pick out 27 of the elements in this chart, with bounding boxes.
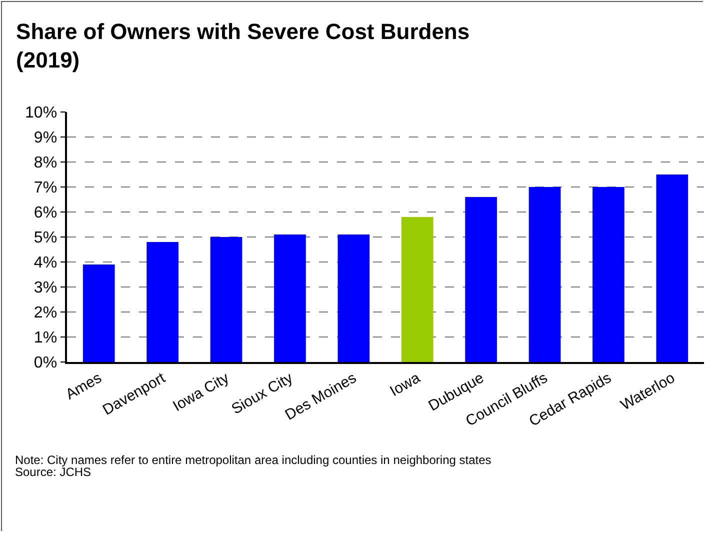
y-tick-label: 6%	[34, 204, 58, 222]
x-tick-label: Iowa	[387, 369, 424, 400]
y-tick-label: 9%	[34, 130, 58, 147]
chart-title: Share of Owners with Severe Cost Burdens (2019)	[16, 19, 470, 73]
bar	[210, 237, 242, 362]
y-tick-label: 0%	[34, 354, 58, 372]
y-tick-label: 4%	[34, 254, 58, 272]
bar	[274, 234, 306, 362]
text: Note: City names refer to entire metropolitan area including counties in neighboring states	[15, 453, 492, 467]
bar	[338, 234, 370, 362]
y-tick-label: 1%	[34, 330, 58, 347]
y-tick-label: 7%	[34, 180, 58, 197]
bar	[146, 242, 178, 362]
bar	[465, 197, 497, 362]
source-note: Source: JCHS	[15, 465, 92, 479]
bar	[592, 187, 624, 362]
y-tick-label: 5%	[34, 230, 58, 247]
y-tick-label: 8%	[34, 154, 58, 172]
bar	[528, 187, 561, 362]
y-tick-label: 3%	[34, 280, 58, 297]
bar	[656, 174, 688, 362]
y-tick-label: 2%	[34, 304, 58, 322]
x-tick-label: Ames	[62, 369, 105, 404]
x-tick-label: Iowa City	[170, 369, 232, 416]
bar	[82, 264, 115, 362]
y-tick-label: 10%	[25, 104, 58, 122]
bar	[401, 217, 434, 362]
